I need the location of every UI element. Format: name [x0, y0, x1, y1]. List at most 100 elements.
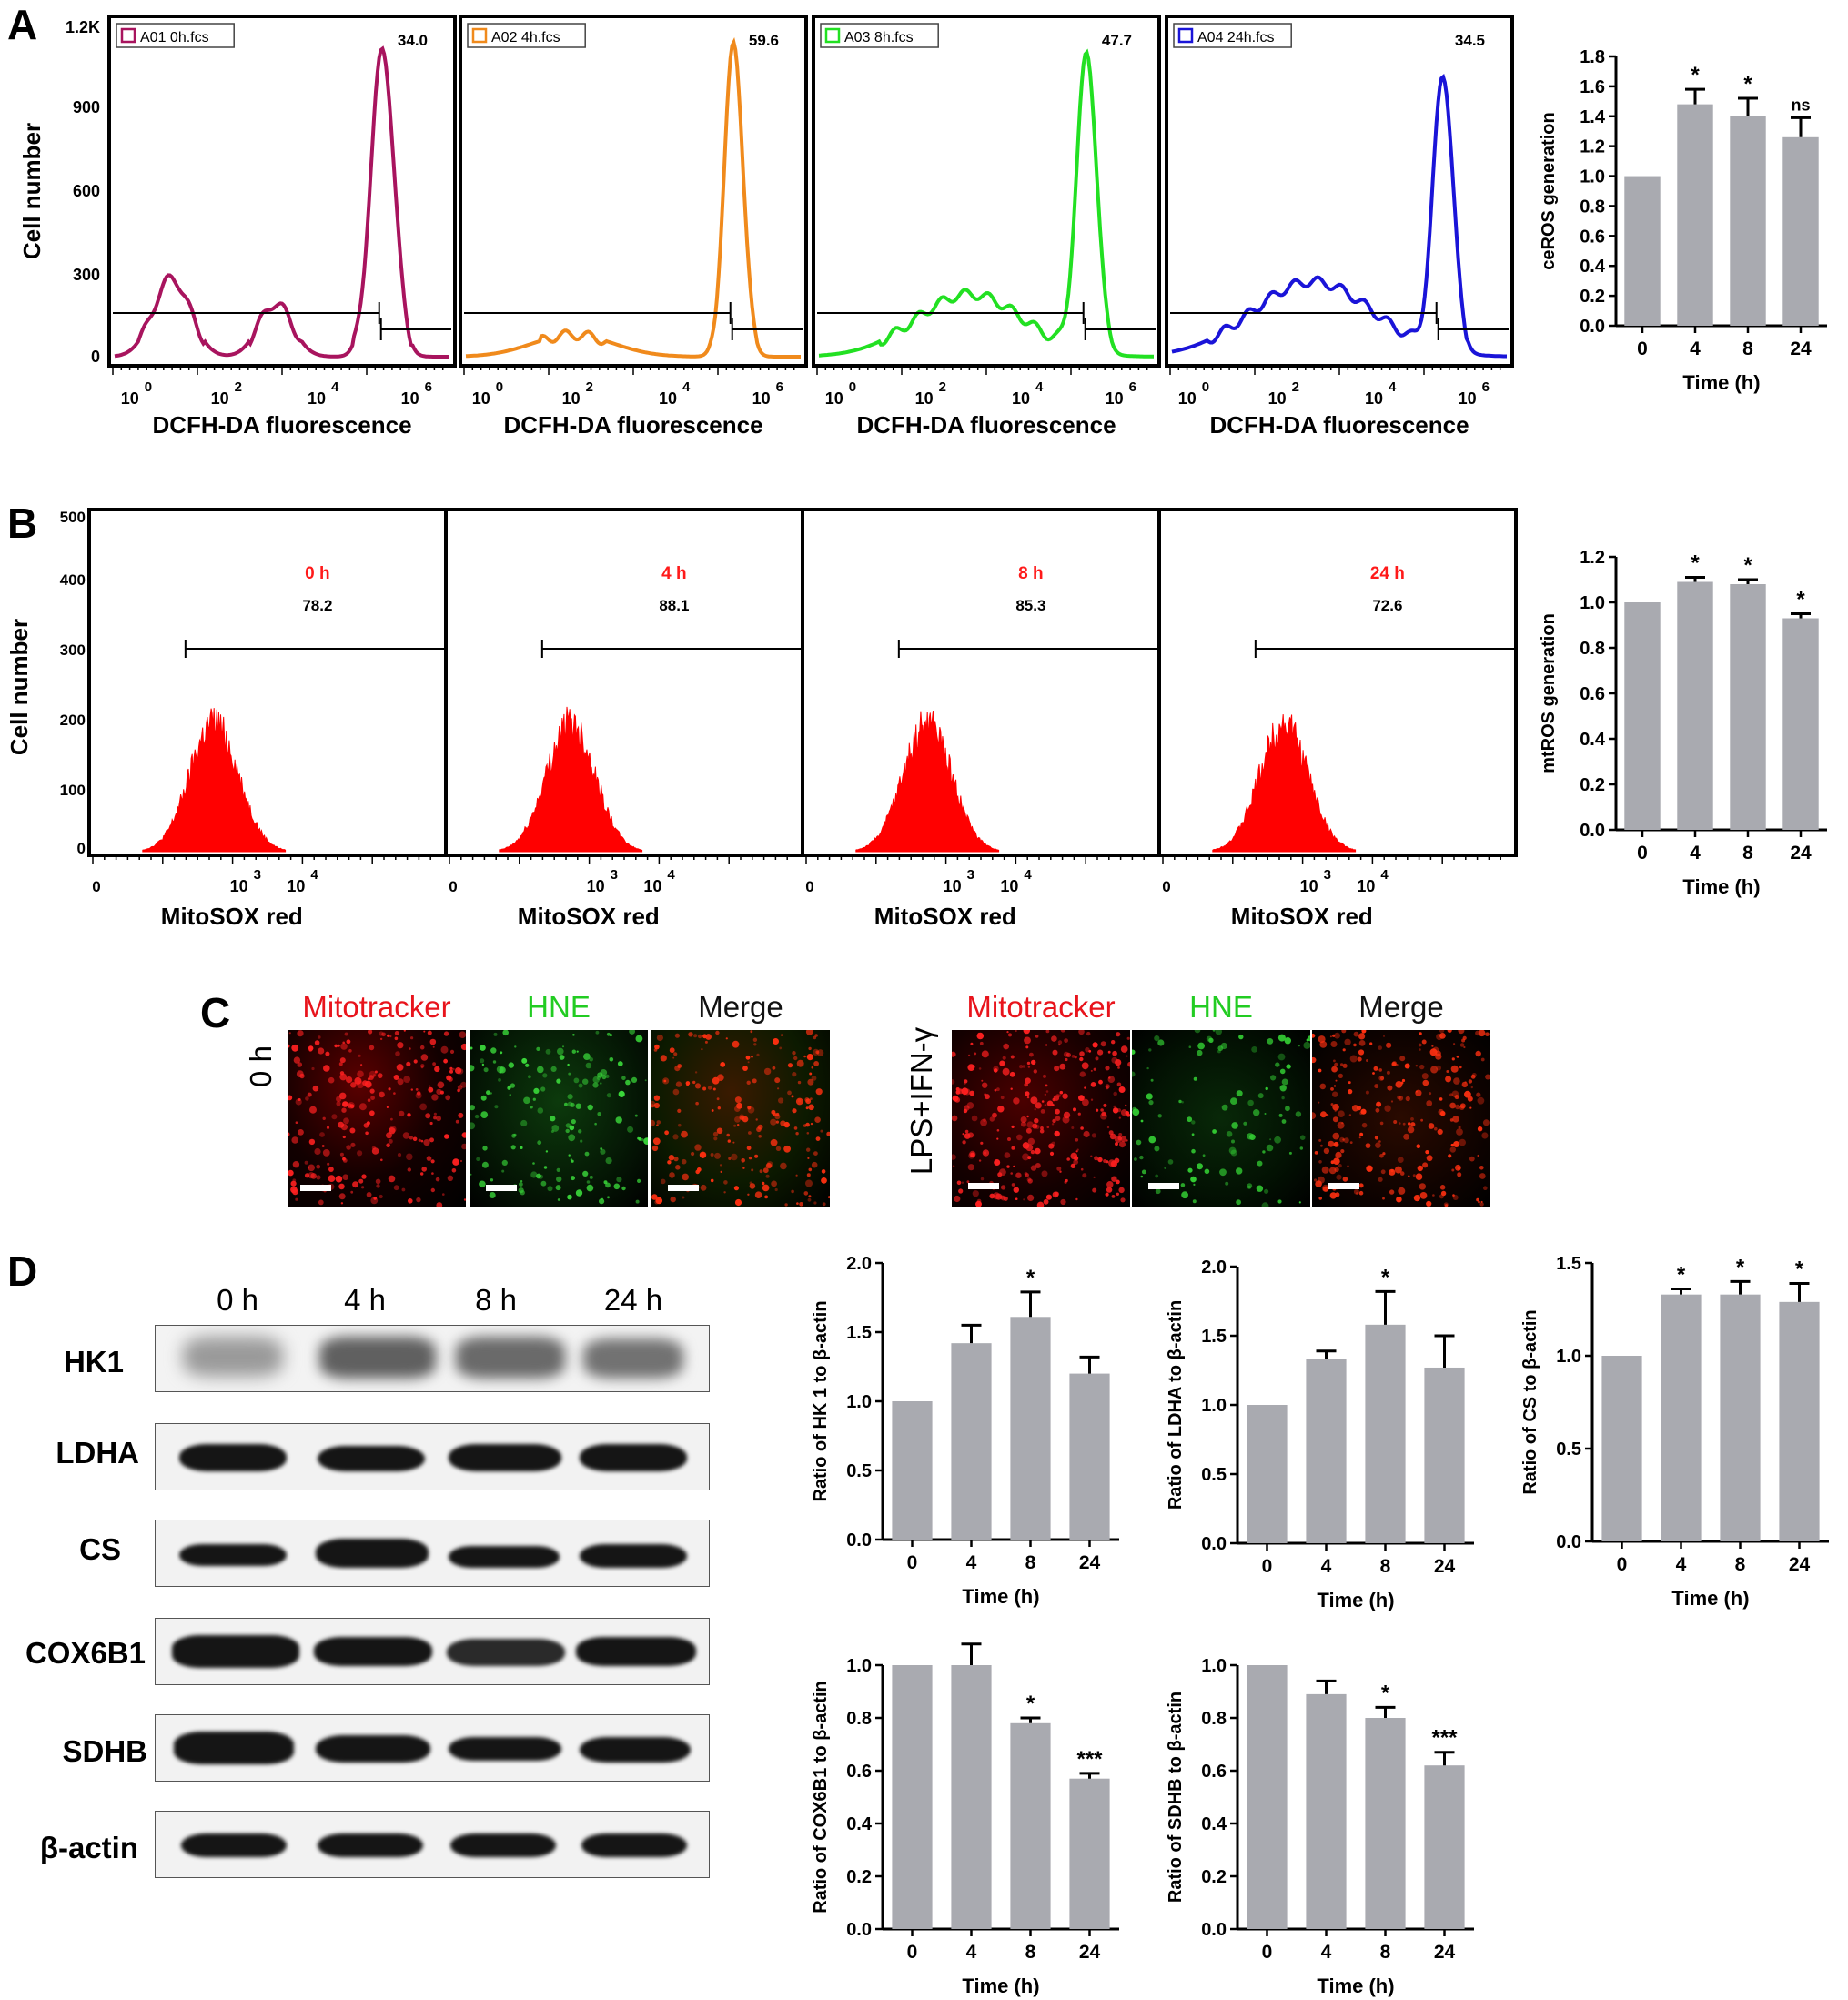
- error-bar: [1791, 116, 1811, 137]
- speckle: [695, 1169, 700, 1175]
- x-tick-base: 10: [472, 389, 490, 408]
- speckle: [1450, 1143, 1454, 1147]
- speckle: [1256, 1185, 1264, 1192]
- speckle: [366, 1192, 372, 1197]
- speckle: [479, 1180, 486, 1188]
- speckle: [1108, 1159, 1116, 1167]
- speckle: [1065, 1052, 1071, 1057]
- x-axis-label: DCFH-DA fluorescence: [152, 411, 411, 439]
- blot-band: [183, 1337, 283, 1377]
- legend-swatch: [1177, 27, 1194, 44]
- speckle: [774, 1187, 778, 1192]
- speckle: [755, 1118, 758, 1121]
- speckle: [809, 1072, 813, 1076]
- speckle: [954, 1195, 961, 1203]
- micrograph-merge-0h: [651, 1030, 830, 1207]
- gate-percentage: 34.5: [1455, 32, 1485, 49]
- blot-band: [316, 1735, 430, 1763]
- speckle: [1436, 1065, 1441, 1071]
- speckle: [1022, 1153, 1030, 1161]
- gate-marker: [1437, 318, 1509, 340]
- speckle: [1356, 1192, 1358, 1195]
- y-tick-label: 2.0: [1201, 1258, 1227, 1278]
- speckle: [1112, 1107, 1119, 1114]
- speckle: [1340, 1063, 1344, 1066]
- speckle: [716, 1097, 720, 1101]
- speckle: [458, 1112, 464, 1118]
- speckle: [1439, 1185, 1446, 1190]
- speckle: [752, 1037, 758, 1042]
- speckle: [1106, 1187, 1113, 1193]
- speckle: [1075, 1138, 1079, 1142]
- speckle: [1299, 1135, 1306, 1140]
- speckle: [993, 1066, 999, 1072]
- speckle: [459, 1031, 466, 1038]
- speckle: [758, 1135, 762, 1138]
- speckle: [1051, 1141, 1056, 1146]
- speckle: [557, 1198, 560, 1201]
- speckle: [1081, 1062, 1089, 1070]
- speckle: [1045, 1090, 1049, 1093]
- speckle: [1074, 1056, 1077, 1059]
- significance-marker: *: [1381, 1265, 1390, 1289]
- speckle: [1073, 1159, 1079, 1165]
- speckle: [308, 1045, 314, 1051]
- blot-band: [583, 1338, 683, 1379]
- speckle: [1318, 1197, 1322, 1200]
- speckle: [481, 1161, 489, 1168]
- y-tick-label: 0.2: [1580, 775, 1605, 795]
- speckle: [407, 1113, 411, 1117]
- speckle: [1197, 1163, 1203, 1170]
- speckle: [1335, 1151, 1342, 1158]
- gate-percentage: 78.2: [302, 597, 332, 614]
- speckle: [1090, 1082, 1096, 1087]
- speckle: [1342, 1138, 1345, 1141]
- speckle: [1453, 1141, 1460, 1147]
- x-tick-base: 10: [1000, 877, 1018, 895]
- bar-24: [1424, 1367, 1465, 1543]
- speckle: [393, 1185, 399, 1191]
- speckle: [1413, 1195, 1420, 1202]
- bar-4: [1306, 1693, 1347, 1929]
- speckle: [369, 1045, 375, 1051]
- lane-label-0h: 0 h: [217, 1283, 258, 1317]
- speckle: [1114, 1157, 1120, 1164]
- speckle: [956, 1180, 962, 1186]
- gate-percentage: 34.0: [398, 32, 428, 49]
- speckle: [1070, 1152, 1078, 1160]
- speckle: [1115, 1059, 1122, 1066]
- speckle: [1078, 1095, 1085, 1101]
- channel-label-mitotracker: Mitotracker: [302, 990, 451, 1024]
- speckle: [1398, 1096, 1404, 1101]
- speckle: [568, 1134, 576, 1142]
- speckle: [775, 1146, 782, 1151]
- speckle: [568, 1072, 571, 1076]
- speckle: [1402, 1122, 1406, 1126]
- y-tick-label: 1.0: [1580, 167, 1605, 187]
- y-tick-label: 0.6: [1580, 227, 1605, 247]
- speckle: [459, 1159, 463, 1163]
- speckle: [954, 1096, 961, 1103]
- speckle: [1330, 1103, 1334, 1106]
- blot-band: [179, 1444, 287, 1471]
- x-tick-label: 0: [907, 1552, 918, 1573]
- speckle: [993, 1192, 1000, 1200]
- speckle: [754, 1191, 762, 1198]
- x-tick-label: 0: [92, 878, 100, 895]
- y-tick-label: 1.2: [1580, 137, 1605, 157]
- speckle: [394, 1036, 399, 1041]
- micrograph-mitotracker-0h: [288, 1030, 466, 1207]
- blot-strip-beta-actin: [155, 1811, 710, 1878]
- speckle: [1013, 1187, 1019, 1193]
- speckle: [1379, 1076, 1385, 1081]
- speckle: [1335, 1079, 1338, 1082]
- speckle: [525, 1063, 530, 1067]
- significance-marker: *: [1795, 1257, 1804, 1281]
- speckle: [811, 1161, 818, 1168]
- speckle: [1000, 1185, 1006, 1190]
- speckle: [1027, 1066, 1031, 1068]
- y-tick-label: 1.0: [1201, 1396, 1227, 1416]
- speckle: [609, 1057, 614, 1062]
- speckle: [774, 1114, 781, 1120]
